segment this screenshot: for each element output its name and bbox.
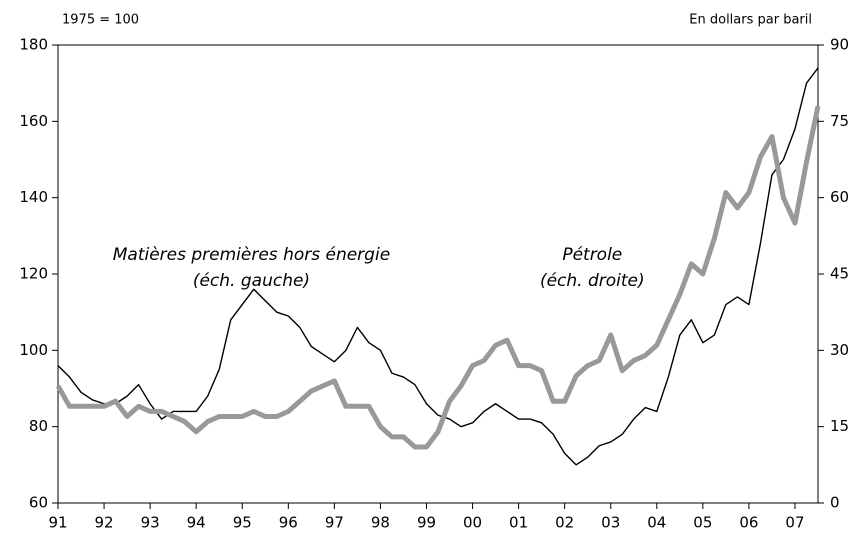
y2-tick-label: 45 bbox=[830, 265, 849, 283]
y-tick-label: 160 bbox=[19, 112, 48, 130]
y2-tick-label: 60 bbox=[830, 188, 849, 206]
annotation: Pétrole bbox=[562, 245, 622, 265]
x-tick-label: 94 bbox=[187, 514, 206, 532]
annotation: Matières premières hors énergie bbox=[113, 245, 390, 265]
y-tick-label: 140 bbox=[19, 188, 48, 206]
right-unit: En dollars par baril bbox=[689, 13, 812, 28]
x-tick-label: 05 bbox=[693, 514, 712, 532]
y-tick-label: 100 bbox=[19, 341, 48, 359]
y2-tick-label: 75 bbox=[830, 112, 849, 130]
y2-tick-label: 90 bbox=[830, 36, 849, 54]
x-tick-label: 97 bbox=[325, 514, 344, 532]
annotation: (éch. gauche) bbox=[193, 271, 310, 291]
y-tick-label: 80 bbox=[29, 417, 48, 435]
y2-tick-label: 30 bbox=[830, 341, 849, 359]
y-tick-label: 60 bbox=[29, 494, 48, 512]
left-unit: 1975 = 100 bbox=[62, 13, 139, 28]
x-tick-label: 91 bbox=[48, 514, 67, 532]
y2-tick-label: 0 bbox=[830, 494, 840, 512]
x-tick-label: 98 bbox=[371, 514, 390, 532]
x-tick-label: 96 bbox=[279, 514, 298, 532]
y2-tick-label: 15 bbox=[830, 417, 849, 435]
x-tick-label: 03 bbox=[601, 514, 620, 532]
x-tick-label: 01 bbox=[509, 514, 528, 532]
y-tick-label: 120 bbox=[19, 265, 48, 283]
x-tick-label: 02 bbox=[555, 514, 574, 532]
x-tick-label: 95 bbox=[233, 514, 252, 532]
x-tick-label: 07 bbox=[785, 514, 804, 532]
x-tick-label: 92 bbox=[95, 514, 114, 532]
x-tick-label: 00 bbox=[463, 514, 482, 532]
annotation: (éch. droite) bbox=[540, 271, 645, 291]
x-tick-label: 06 bbox=[739, 514, 758, 532]
series-line bbox=[55, 105, 821, 450]
y-tick-label: 180 bbox=[19, 36, 48, 54]
x-tick-label: 99 bbox=[417, 514, 436, 532]
x-tick-label: 04 bbox=[647, 514, 666, 532]
series-line bbox=[57, 67, 819, 466]
x-tick-label: 93 bbox=[141, 514, 160, 532]
